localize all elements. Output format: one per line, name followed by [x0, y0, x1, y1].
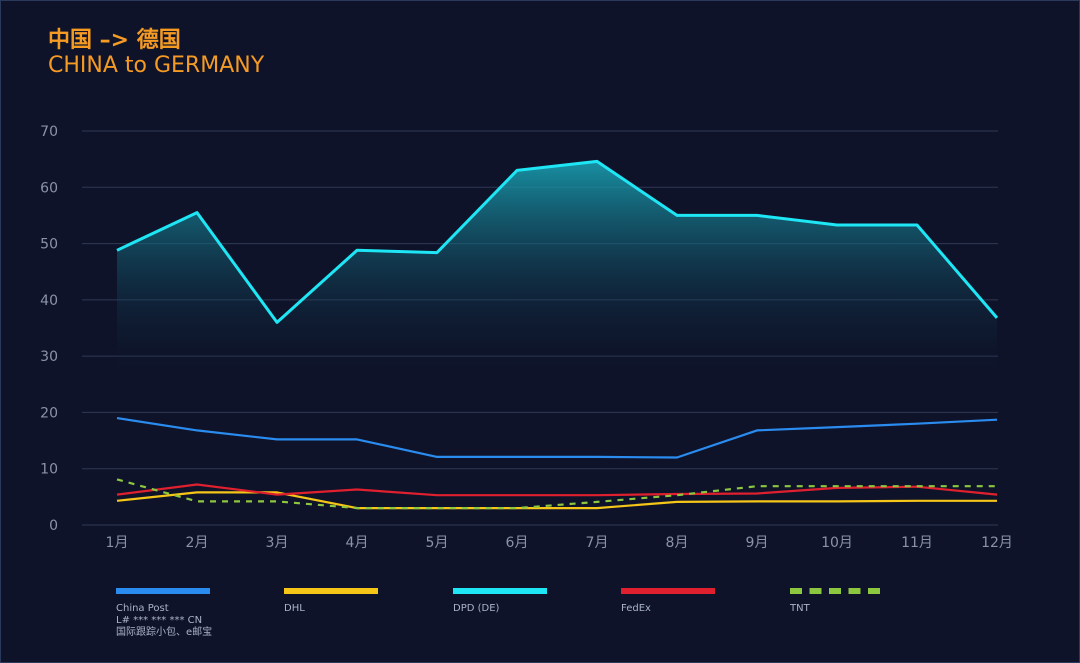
x-tick-label: 12月: [981, 535, 1013, 551]
x-tick-label: 2月: [186, 535, 209, 551]
legend-item-dpd[interactable]: DPD (DE): [453, 588, 547, 615]
y-tick-label: 20: [40, 405, 58, 421]
x-tick-label: 3月: [266, 535, 289, 551]
x-tick-label: 4月: [346, 535, 369, 551]
legend-sub-service: 国际跟踪小包、e邮宝: [116, 627, 213, 638]
y-tick-label: 30: [40, 349, 58, 365]
area-fill-dpd: [117, 161, 997, 379]
x-tick-label: 9月: [746, 535, 769, 551]
y-tick-label: 10: [40, 462, 58, 478]
area-fills: [117, 161, 997, 379]
y-tick-label: 40: [40, 293, 58, 309]
series-line-dpd: [116, 159, 999, 324]
legend-item-china-post[interactable]: China Post L# *** *** *** CN 国际跟踪小包、e邮宝: [116, 588, 212, 639]
x-tick-label: 11月: [901, 535, 933, 551]
y-tick-label: 60: [40, 180, 58, 196]
y-axis-ticks: 0 10 20 30 40 50 60 70: [40, 124, 58, 534]
legend-swatch-fedex: [621, 588, 715, 594]
legend-swatch-china-post: [116, 588, 210, 594]
y-tick-label: 50: [40, 237, 58, 253]
series-line-china_post: [116, 417, 998, 459]
legend-item-dhl[interactable]: DHL: [284, 588, 378, 615]
x-axis-ticks: 1月 2月 3月 4月 5月 6月 7月 8月 9月 10月 11月 12月: [106, 535, 1013, 551]
series-line-fedex: [116, 483, 998, 497]
x-tick-label: 6月: [506, 535, 529, 551]
legend-item-tnt[interactable]: TNT: [790, 588, 880, 615]
legend-label-china-post: China Post: [116, 603, 169, 614]
y-tick-label: 0: [49, 518, 58, 534]
x-tick-label: 5月: [426, 535, 449, 551]
legend-swatch-dpd: [453, 588, 547, 594]
series-line-tnt: [116, 478, 997, 510]
x-tick-label: 8月: [666, 535, 689, 551]
y-tick-label: 70: [40, 124, 58, 140]
legend-item-fedex[interactable]: FedEx: [621, 588, 715, 615]
x-tick-label: 1月: [106, 535, 129, 551]
legend-label-fedex: FedEx: [621, 603, 651, 614]
series-lines: [116, 159, 999, 510]
x-tick-label: 7月: [586, 535, 609, 551]
legend-swatch-dhl: [284, 588, 378, 594]
legend-label-dpd: DPD (DE): [453, 603, 500, 614]
legend-label-tnt: TNT: [790, 603, 810, 614]
legend-sub-tracking: L# *** *** *** CN: [116, 615, 203, 626]
legend-label-dhl: DHL: [284, 603, 305, 614]
chart-title-english: CHINA to GERMANY: [48, 53, 265, 78]
x-tick-label: 10月: [821, 535, 853, 551]
legend-swatch-tnt: [790, 588, 880, 594]
chart-title-chinese: 中国 –> 德国: [48, 28, 181, 53]
